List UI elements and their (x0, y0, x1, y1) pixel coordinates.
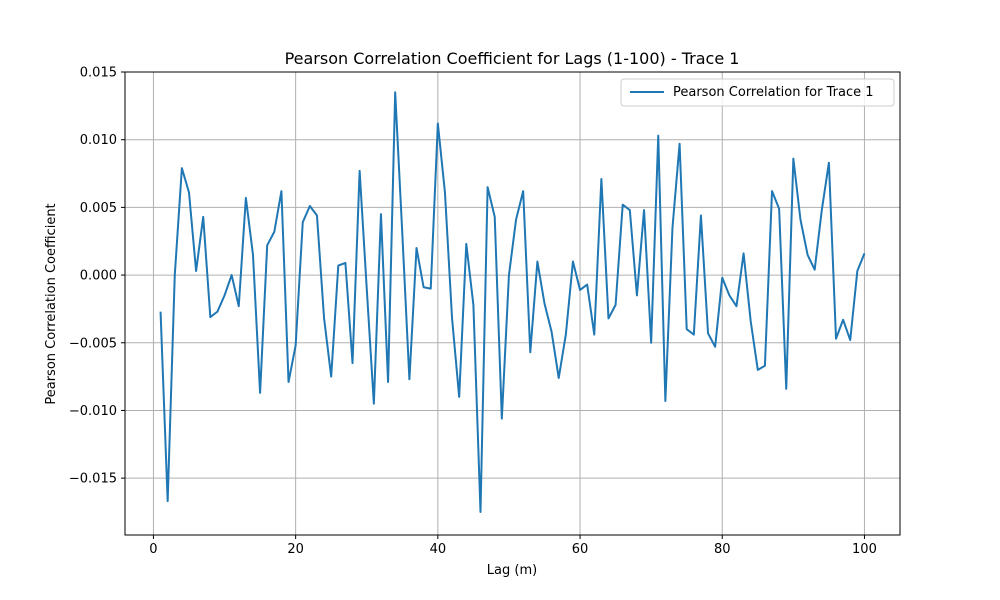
x-tick-label: 0 (149, 542, 157, 557)
series-line-trace-1 (159, 91, 866, 513)
chart-title: Pearson Correlation Coefficient for Lags… (285, 49, 740, 68)
plot-frame (124, 71, 901, 536)
x-tick-label: 40 (430, 542, 447, 557)
y-axis-label: Pearson Correlation Coefficient (44, 203, 59, 404)
x-axis-label: Lag (m) (487, 563, 537, 578)
y-tick-label: −0.015 (69, 472, 117, 487)
x-tick-label: 20 (287, 542, 304, 557)
y-tick-label: 0.005 (80, 201, 117, 216)
y-tick-label: 0.000 (80, 269, 117, 284)
x-tick-label: 100 (852, 542, 877, 557)
x-tick-label: 60 (572, 542, 589, 557)
y-axis-ticks: −0.015 −0.010 −0.005 0.000 0.005 0.010 0.015 (69, 66, 125, 487)
legend-box (620, 78, 895, 107)
y-tick-label: 0.010 (80, 133, 117, 148)
y-tick-label: −0.010 (69, 404, 117, 419)
y-tick-label: 0.015 (80, 66, 117, 81)
x-axis-ticks: 0 20 40 60 80 100 (149, 535, 877, 557)
legend: Pearson Correlation for Trace 1 (620, 78, 895, 107)
y-tick-label: −0.005 (69, 336, 117, 351)
legend-label-trace-1: Pearson Correlation for Trace 1 (673, 85, 874, 100)
x-tick-label: 80 (714, 542, 731, 557)
series-layer (159, 91, 866, 513)
